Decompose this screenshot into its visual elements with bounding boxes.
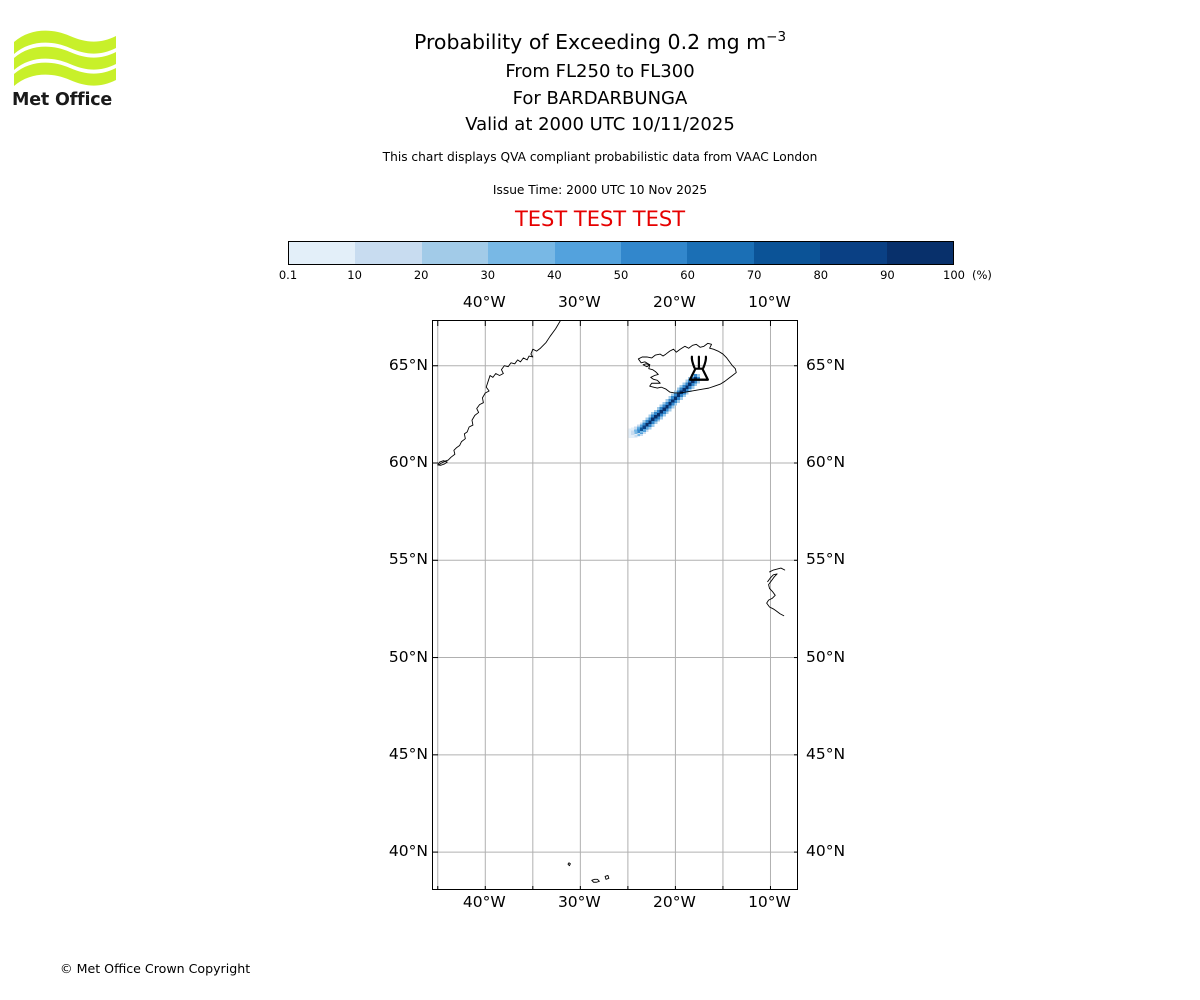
test-banner: TEST TEST TEST xyxy=(514,206,686,231)
lon-label-bot-30°W: 30°W xyxy=(557,893,601,911)
colorbar-gradient xyxy=(288,241,954,265)
title-flight-levels: From FL250 to FL300 xyxy=(505,61,695,82)
colorbar-band-0 xyxy=(289,242,356,264)
colorbar-tick-50: 50 xyxy=(613,268,629,282)
colorbar-tick-40: 40 xyxy=(547,268,562,282)
colorbar-tick-70: 70 xyxy=(746,268,762,282)
colorbar-band-7 xyxy=(753,242,821,264)
lat-label-left-65°N: 65°N xyxy=(388,355,428,374)
lon-label-top-20°W: 20°W xyxy=(653,293,696,311)
title-block: Probability of Exceeding 0.2 mg m−3 From… xyxy=(0,26,1200,232)
map-tick-marks xyxy=(433,321,797,889)
lat-label-left-40°N: 40°N xyxy=(388,842,428,861)
volcano-marker[interactable] xyxy=(688,355,709,381)
lat-label-right-45°N: 45°N xyxy=(806,744,846,763)
lon-label-top-30°W: 30°W xyxy=(557,293,601,311)
colorbar-band-1 xyxy=(355,242,422,264)
lon-label-top-40°W: 40°W xyxy=(462,293,506,311)
ash-plume xyxy=(628,373,701,438)
page-title: Probability of Exceeding 0.2 mg m−3 xyxy=(0,26,1200,59)
lat-label-left-45°N: 45°N xyxy=(388,744,428,763)
colorbar-band-3 xyxy=(488,242,555,264)
lon-label-bot-20°W: 20°W xyxy=(653,893,696,911)
map-panel[interactable] xyxy=(432,320,798,890)
page-title-text: Probability of Exceeding 0.2 mg m xyxy=(413,30,767,54)
lat-label-left-60°N: 60°N xyxy=(388,453,428,471)
colorbar-tick-60: 60 xyxy=(680,268,695,282)
issue-time: Issue Time: 2000 UTC 10 Nov 2025 xyxy=(492,182,708,197)
lat-label-left-50°N: 50°N xyxy=(388,647,428,666)
page-title-exponent: −3 xyxy=(766,29,787,46)
met-office-logo-text: Met Office xyxy=(12,90,113,110)
title-volcano-name: For BARDARBUNGA xyxy=(512,87,688,109)
lat-label-left-55°N: 55°N xyxy=(388,550,428,569)
colorbar-band-2 xyxy=(421,242,489,264)
map-coastlines xyxy=(437,321,786,883)
colorbar-tick-100: 100 xyxy=(943,268,965,282)
colorbar-tick-0.1: 0.1 xyxy=(278,268,298,282)
lat-label-right-40°N: 40°N xyxy=(806,842,846,861)
lon-label-bot-40°W: 40°W xyxy=(462,893,506,911)
lat-label-right-55°N: 55°N xyxy=(806,550,846,569)
colorbar-band-9 xyxy=(886,242,954,264)
lat-label-right-65°N: 65°N xyxy=(806,355,846,374)
lat-label-right-60°N: 60°N xyxy=(806,453,846,471)
met-office-logo xyxy=(12,24,122,114)
colorbar-tick-labels: 0.1 10 20 30 40 50 60 70 80 90 100 xyxy=(279,268,965,286)
colorbar-band-6 xyxy=(687,242,754,264)
lat-label-right-50°N: 50°N xyxy=(806,647,846,666)
colorbar-tick-80: 80 xyxy=(813,268,829,282)
lon-label-top-10°W: 10°W xyxy=(748,293,791,311)
copyright-text: © Met Office Crown Copyright xyxy=(60,961,251,976)
chart-note: This chart displays QVA compliant probab… xyxy=(382,149,818,164)
colorbar-band-4 xyxy=(554,242,622,264)
colorbar-tick-20: 20 xyxy=(413,268,429,282)
map-gridlines xyxy=(433,321,797,889)
colorbar-tick-30: 30 xyxy=(480,268,496,282)
colorbar-tick-90: 90 xyxy=(880,268,895,282)
colorbar-band-5 xyxy=(621,242,688,264)
lon-label-bot-10°W: 10°W xyxy=(748,893,791,911)
colorbar-unit-label: (%) xyxy=(972,268,992,282)
title-valid-time: Valid at 2000 UTC 10/11/2025 xyxy=(465,114,735,135)
colorbar xyxy=(288,241,954,265)
colorbar-tick-10: 10 xyxy=(347,268,362,282)
colorbar-band-8 xyxy=(820,242,887,264)
